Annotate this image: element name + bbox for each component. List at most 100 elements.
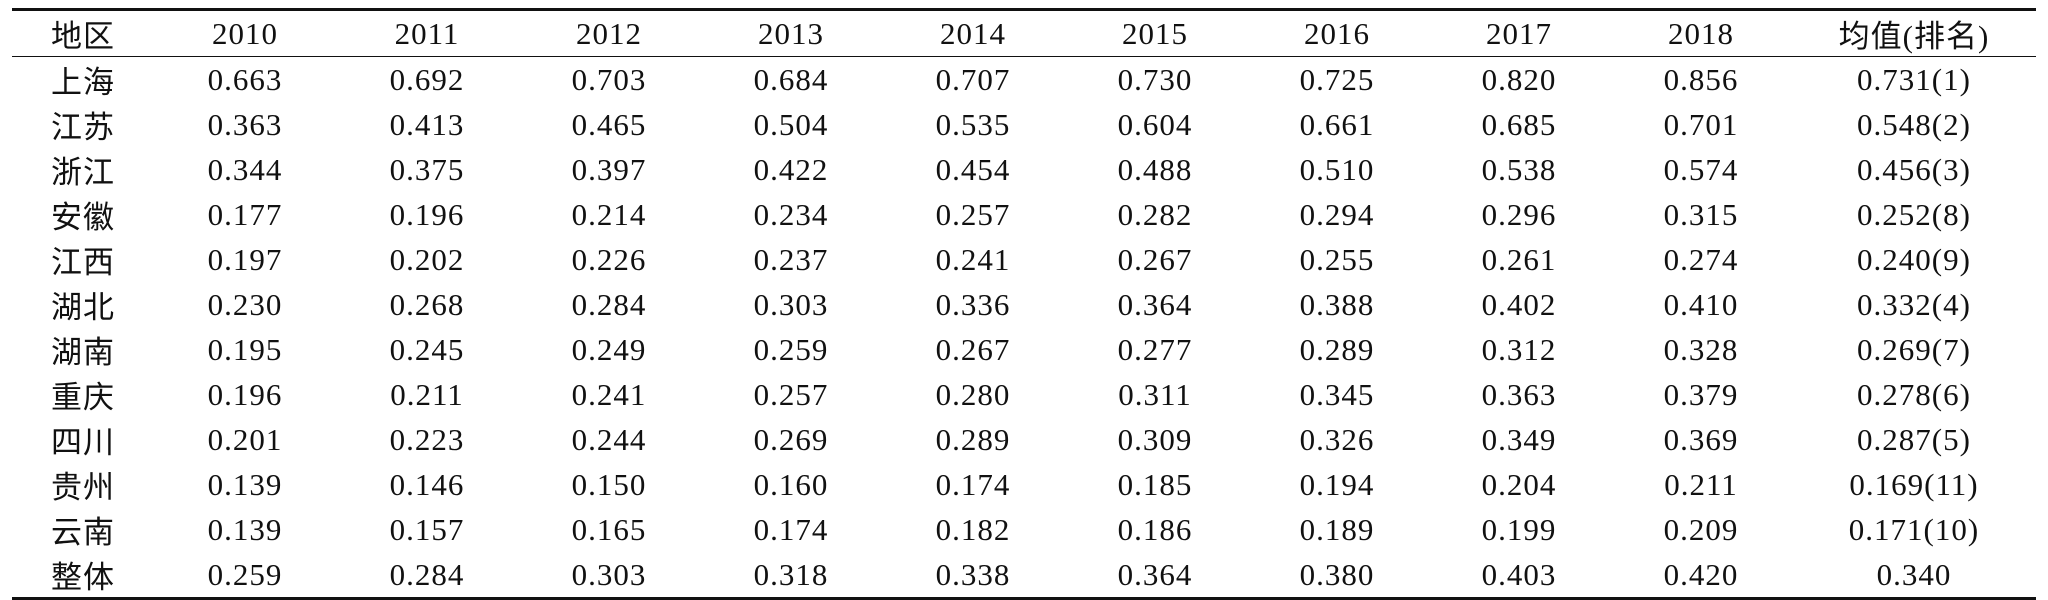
cell-mean-rank: 0.240(9) [1857,241,1971,277]
cell-2018: 0.574 [1663,151,1739,187]
cell-2017: 0.402 [1481,286,1557,322]
cell-2013: 0.303 [753,286,829,322]
cell-2012: 0.465 [571,106,647,142]
cell-region: 湖北 [51,290,115,325]
cell-mean-rank: 0.548(2) [1857,106,1971,142]
cell-2010: 0.139 [207,466,283,502]
table-row: 江西 0.197 0.202 0.226 0.237 0.241 0.267 0.255 0.2… [12,237,2036,282]
header-cell-2018: 2018 [1668,15,1734,51]
table-row: 浙江 0.344 0.375 0.397 0.422 0.454 0.488 0.510 0.5… [12,147,2036,192]
cell-mean-rank: 0.731(1) [1857,61,1971,97]
cell-2010: 0.195 [207,331,283,367]
cell-2017: 0.820 [1481,61,1557,97]
cell-2018: 0.211 [1664,466,1738,502]
cell-2016: 0.388 [1299,286,1375,322]
cell-2018: 0.369 [1663,421,1739,457]
cell-2015: 0.488 [1117,151,1193,187]
table-row: 上海 0.663 0.692 0.703 0.684 0.707 0.730 0.725 0.8… [12,57,2036,103]
cell-2017: 0.363 [1481,376,1557,412]
cell-2017: 0.685 [1481,106,1557,142]
cell-2012: 0.284 [571,286,647,322]
table-container: 地区 2010 2011 2012 2013 2014 2015 2016 20… [12,8,2036,600]
table-row: 整体 0.259 0.284 0.303 0.318 0.338 0.364 0.380 0.4… [12,552,2036,599]
cell-mean-rank: 0.287(5) [1857,421,1971,457]
cell-2015: 0.267 [1117,241,1193,277]
cell-2010: 0.177 [207,196,283,232]
cell-2010: 0.139 [207,511,283,547]
cell-2012: 0.703 [571,61,647,97]
cell-2014: 0.267 [935,331,1011,367]
cell-2018: 0.274 [1663,241,1739,277]
cell-mean-rank: 0.278(6) [1857,376,1971,412]
cell-region: 浙江 [51,155,115,190]
cell-2012: 0.165 [571,511,647,547]
cell-2016: 0.326 [1299,421,1375,457]
table-row: 贵州 0.139 0.146 0.150 0.160 0.174 0.185 0.194 0.2… [12,462,2036,507]
cell-mean-rank: 0.171(10) [1848,511,1980,547]
cell-2011: 0.413 [389,106,465,142]
cell-2014: 0.454 [935,151,1011,187]
cell-mean-rank: 0.269(7) [1857,331,1971,367]
cell-2010: 0.230 [207,286,283,322]
cell-mean-rank: 0.169(11) [1849,466,1979,502]
cell-2015: 0.604 [1117,106,1193,142]
cell-2013: 0.504 [753,106,829,142]
cell-2010: 0.197 [207,241,283,277]
header-cell-2016: 2016 [1304,15,1370,51]
table-row: 湖北 0.230 0.268 0.284 0.303 0.336 0.364 0.388 0.4… [12,282,2036,327]
cell-2017: 0.538 [1481,151,1557,187]
table-header: 地区 2010 2011 2012 2013 2014 2015 2016 20… [12,9,2036,57]
cell-2012: 0.226 [571,241,647,277]
cell-2018: 0.315 [1663,196,1739,232]
cell-2011: 0.202 [389,241,465,277]
cell-2013: 0.269 [753,421,829,457]
cell-2011: 0.211 [390,376,464,412]
cell-2018: 0.410 [1663,286,1739,322]
cell-2018: 0.328 [1663,331,1739,367]
table-row: 重庆 0.196 0.211 0.241 0.257 0.280 0.311 0.345 0.3… [12,372,2036,417]
cell-2012: 0.241 [571,376,647,412]
cell-2017: 0.204 [1481,466,1557,502]
cell-2017: 0.403 [1481,556,1557,592]
table-row: 安徽 0.177 0.196 0.214 0.234 0.257 0.282 0.294 0.2… [12,192,2036,237]
cell-2013: 0.174 [753,511,829,547]
cell-2013: 0.237 [753,241,829,277]
table-row: 湖南 0.195 0.245 0.249 0.259 0.267 0.277 0.289 0.3… [12,327,2036,372]
cell-2010: 0.344 [207,151,283,187]
cell-2014: 0.280 [935,376,1011,412]
cell-2014: 0.338 [935,556,1011,592]
cell-2011: 0.146 [389,466,465,502]
cell-2016: 0.194 [1299,466,1375,502]
table-row: 江苏 0.363 0.413 0.465 0.504 0.535 0.604 0.661 0.6… [12,102,2036,147]
cell-region: 整体 [51,560,115,595]
cell-2016: 0.345 [1299,376,1375,412]
header-cell-mean-rank: 均值(排名) [1838,19,1990,54]
cell-region: 江西 [51,245,115,280]
cell-2013: 0.684 [753,61,829,97]
data-table: 地区 2010 2011 2012 2013 2014 2015 2016 20… [12,8,2036,600]
cell-2015: 0.282 [1117,196,1193,232]
header-row: 地区 2010 2011 2012 2013 2014 2015 2016 20… [12,9,2036,57]
cell-2016: 0.189 [1299,511,1375,547]
cell-2013: 0.234 [753,196,829,232]
cell-mean-rank: 0.252(8) [1857,196,1971,232]
cell-2012: 0.303 [571,556,647,592]
cell-2010: 0.363 [207,106,283,142]
cell-2017: 0.349 [1481,421,1557,457]
cell-2014: 0.336 [935,286,1011,322]
cell-2016: 0.510 [1299,151,1375,187]
cell-2016: 0.661 [1299,106,1375,142]
cell-region: 上海 [51,65,115,100]
cell-2011: 0.157 [389,511,465,547]
cell-2011: 0.245 [389,331,465,367]
cell-2012: 0.244 [571,421,647,457]
cell-2010: 0.196 [207,376,283,412]
cell-2018: 0.856 [1663,61,1739,97]
cell-2017: 0.296 [1481,196,1557,232]
cell-2014: 0.174 [935,466,1011,502]
cell-2011: 0.284 [389,556,465,592]
cell-region: 重庆 [51,380,115,415]
cell-2014: 0.257 [935,196,1011,232]
cell-2010: 0.259 [207,556,283,592]
cell-region: 湖南 [51,335,115,370]
